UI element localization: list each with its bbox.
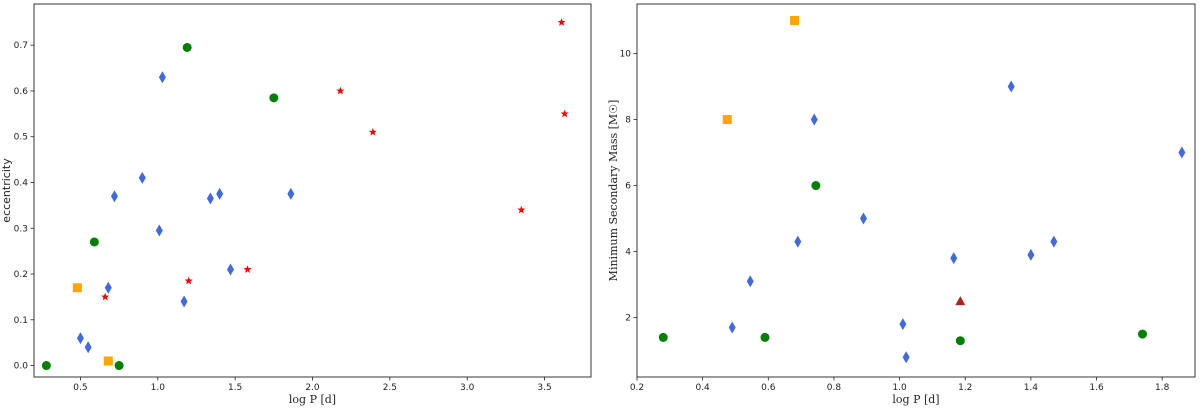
data-point-star: [517, 205, 526, 214]
data-point-diamond: [810, 113, 818, 126]
data-point-diamond: [206, 192, 214, 205]
data-point-diamond: [155, 224, 163, 237]
data-point-square: [722, 115, 732, 125]
x-tick-label: 1.6: [1089, 383, 1104, 393]
data-point-diamond: [1178, 146, 1186, 159]
x-tick-label: 1.0: [151, 383, 166, 393]
x-tick-label: 3.5: [537, 383, 551, 393]
chart-secondary-mass-vs-period: 0.2 0.4 0.6 0.8 1.0 1.2 1.4 1.6 1.8 2 4 6 8 10 log P […: [607, 3, 1196, 406]
y-axis-label: Minimum Secondary Mass [M☉]: [607, 100, 620, 282]
data-point-diamond: [950, 252, 958, 265]
chart-eccentricity-vs-period: 0.5 1.0 1.5 2.0 2.5 3.0 3.5 0.0 0.1 0.2 0.3 0.4 0.5 0…: [0, 3, 592, 406]
data-point-star: [336, 86, 345, 95]
y-tick-label: 0.0: [14, 362, 29, 372]
data-point-diamond: [216, 187, 224, 200]
x-axis-label: log P [d]: [892, 393, 939, 406]
plot-frame: [33, 3, 592, 378]
series-circle: [41, 42, 279, 371]
data-point-star: [243, 265, 252, 273]
data-point-diamond: [226, 263, 234, 276]
data-point-star: [101, 292, 110, 301]
data-point-circle: [658, 332, 668, 342]
data-point-diamond: [1027, 248, 1035, 261]
data-point-star: [560, 109, 569, 118]
data-point-star: [557, 18, 566, 26]
data-point-diamond: [794, 235, 802, 248]
data-point-diamond: [76, 332, 84, 345]
y-tick-label: 0.6: [14, 87, 29, 97]
x-tick-label: 2.5: [383, 383, 397, 393]
x-tick-label: 0.2: [630, 383, 644, 393]
x-tick-label: 1.5: [228, 383, 242, 393]
x-tick-label: 1.8: [1155, 383, 1170, 393]
data-point-circle: [1137, 329, 1147, 339]
y-tick-label: 8: [625, 116, 631, 126]
x-tick-label: 3.0: [460, 383, 475, 393]
data-point-diamond: [902, 351, 910, 364]
y-tick-label: 0.3: [14, 224, 28, 234]
data-point-star: [368, 127, 377, 136]
data-point-diamond: [180, 295, 188, 308]
data-point-circle: [760, 332, 770, 342]
series-triangle: [955, 296, 966, 306]
data-point-triangle: [955, 296, 966, 306]
data-point-diamond: [859, 212, 867, 225]
y-tick-label: 0.7: [14, 41, 28, 51]
data-point-diamond: [899, 318, 907, 331]
data-point-diamond: [728, 321, 736, 334]
y-tick-label: 2: [625, 314, 631, 324]
x-tick-label: 1.4: [1024, 383, 1039, 393]
data-point-star: [184, 276, 193, 285]
x-tick-label: 0.6: [761, 383, 776, 393]
series-square: [722, 16, 800, 125]
data-point-square: [103, 356, 113, 366]
x-tick-label: 0.8: [827, 383, 842, 393]
series-star: [101, 18, 569, 301]
data-point-diamond: [104, 281, 112, 294]
series-diamond: [728, 80, 1186, 364]
y-axis-label: eccentricity: [0, 158, 13, 223]
data-point-circle: [182, 42, 192, 52]
x-tick-label: 1.0: [892, 383, 907, 393]
data-point-diamond: [138, 171, 146, 184]
y-tick-label: 0.1: [14, 316, 28, 326]
data-point-circle: [269, 93, 279, 103]
data-point-diamond: [158, 71, 166, 84]
y-tick-label: 0.5: [14, 133, 28, 143]
x-tick-label: 1.2: [958, 383, 972, 393]
data-point-diamond: [1007, 80, 1015, 93]
data-point-circle: [89, 237, 99, 247]
x-tick-label: 0.5: [73, 383, 87, 393]
x-tick-label: 2.0: [305, 383, 320, 393]
data-point-diamond: [1050, 235, 1058, 248]
series-square: [72, 283, 113, 366]
x-tick-label: 0.4: [695, 383, 710, 393]
data-point-diamond: [84, 341, 92, 354]
data-point-diamond: [287, 187, 295, 200]
series-circle: [658, 181, 1147, 346]
data-point-diamond: [110, 190, 118, 203]
y-tick-label: 6: [625, 182, 631, 192]
data-point-circle: [811, 181, 821, 191]
y-tick-label: 4: [625, 248, 631, 258]
data-point-circle: [955, 336, 965, 346]
data-point-circle: [114, 361, 124, 371]
data-point-circle: [41, 361, 51, 371]
y-tick-label: 10: [620, 50, 632, 60]
data-point-diamond: [746, 275, 754, 288]
series-diamond: [76, 71, 295, 354]
y-tick-label: 0.4: [14, 178, 29, 188]
data-point-square: [790, 16, 800, 26]
x-axis-label: log P [d]: [289, 393, 336, 406]
y-tick-label: 0.2: [14, 270, 28, 280]
data-point-square: [72, 283, 82, 293]
plot-frame: [636, 3, 1196, 378]
